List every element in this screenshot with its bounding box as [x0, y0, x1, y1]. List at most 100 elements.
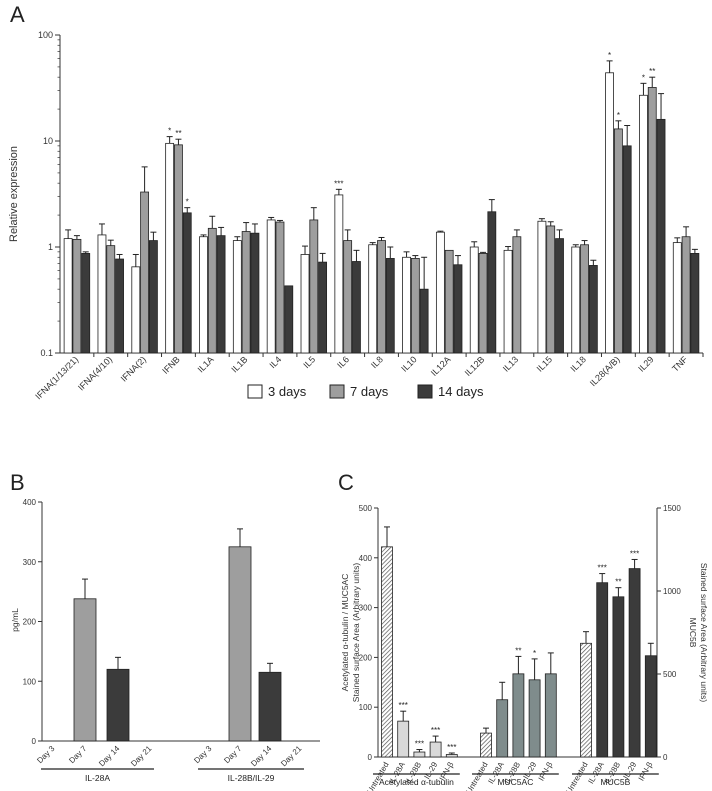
bar-3-days — [232, 240, 242, 354]
bar-3-days — [368, 244, 378, 354]
panel-label-a: A — [10, 2, 25, 27]
significance-marker: *** — [399, 701, 408, 710]
legend-swatch — [329, 384, 345, 399]
x-tick-label: Day 7 — [67, 744, 89, 766]
y-tick-label-right: 0 — [663, 753, 668, 762]
bar-3-days — [639, 94, 648, 354]
bar-acetylated — [381, 546, 393, 758]
x-tick-label: IFNA(4/10) — [76, 354, 114, 392]
bar-3-days — [131, 266, 141, 354]
bar-muc5b — [612, 596, 625, 758]
bar-14-days — [250, 232, 260, 354]
bar-7-days — [72, 238, 82, 354]
significance-marker: ** — [175, 129, 181, 138]
significance-marker: *** — [630, 549, 639, 558]
x-tick-label: Untreated — [564, 761, 589, 791]
x-tick-label: IL6 — [335, 354, 351, 370]
x-tick-label: Day 21 — [129, 744, 154, 769]
x-tick-label: IL18 — [568, 354, 587, 373]
bar-14-days — [182, 212, 192, 354]
x-tick-label: IL10 — [399, 354, 418, 373]
chart-panel-a: 0.1 1 10 100 Relative expression IFNA(1/13/21… — [8, 30, 704, 401]
bar-3-days — [605, 72, 614, 354]
x-tick-label: IFNA(2) — [119, 354, 148, 383]
x-tick-label: Day 14 — [249, 744, 274, 769]
bar-7-days — [512, 236, 522, 354]
y-tick-label-left: 500 — [359, 504, 373, 513]
bar-3-days — [300, 254, 310, 354]
bar-7-days — [546, 225, 556, 354]
x-tick-label: Day 3 — [35, 744, 57, 766]
x-tick-label: IFN-β — [637, 760, 655, 782]
bar-7-days — [140, 191, 150, 354]
bar-day-14 — [258, 671, 282, 742]
bar-7-days — [444, 249, 454, 354]
bar-day-7 — [228, 546, 252, 742]
y-axis-label-right-line2: Stained surface Area (Arbitrary units) — [699, 563, 709, 703]
bar-muc5b — [644, 655, 657, 758]
x-tick-label: Day 14 — [97, 744, 122, 769]
x-tick-label: Untreated — [464, 761, 489, 791]
x-tick-label: Day 3 — [192, 744, 214, 766]
bar-7-days — [241, 231, 251, 354]
significance-marker: * — [608, 51, 611, 60]
significance-marker: * — [168, 127, 171, 136]
significance-marker: * — [186, 198, 189, 207]
bar-7-days — [275, 221, 285, 354]
x-tick-label: IL5 — [301, 354, 317, 370]
bar-3-days — [266, 219, 276, 354]
bar-muc5b — [628, 568, 641, 758]
bar-7-days — [207, 227, 217, 354]
bar-acetylated — [397, 720, 410, 758]
significance-marker: *** — [334, 179, 343, 188]
x-tick-label: IL12A — [429, 354, 453, 378]
bar-3-days — [469, 246, 479, 354]
significance-marker: ** — [649, 67, 655, 76]
legend-label: 14 days — [438, 384, 484, 399]
bar-muc5ac — [528, 679, 541, 758]
bar-7-days — [174, 144, 183, 354]
legend-label: 3 days — [268, 384, 307, 399]
bar-7-days — [106, 245, 116, 354]
bar-14-days — [419, 288, 429, 354]
bar-7-days — [377, 240, 386, 354]
bar-3-days — [199, 236, 208, 354]
y-axis-label-left-line1: Acetylated α-tubulin / MUC5AC — [340, 574, 350, 692]
bar-muc5ac — [480, 732, 492, 758]
y-tick-label: 300 — [23, 558, 37, 567]
bar-day-7 — [73, 598, 97, 742]
x-tick-label: IL29 — [636, 354, 655, 373]
x-tick-label: IFNA(1/13/21) — [33, 354, 80, 401]
x-tick-label: TNF — [670, 354, 690, 374]
bar-3-days — [571, 246, 581, 354]
bar-7-days — [647, 87, 657, 354]
bar-3-days — [537, 220, 547, 354]
bar-14-days — [81, 253, 91, 354]
y-tick-label: 100 — [23, 677, 37, 686]
bar-14-days — [352, 261, 361, 354]
bar-3-days — [97, 234, 107, 354]
y-axis-label-left-line2: Stained surface Area (Arbitrary units) — [351, 563, 361, 703]
x-tick-label: IL12B — [463, 354, 487, 378]
group-label: Acetylated α-tubulin — [379, 777, 454, 787]
y-tick-label-right: 1500 — [663, 504, 681, 513]
bar-3-days — [435, 231, 445, 354]
bar-3-days — [63, 238, 73, 354]
bar-7-days — [681, 236, 691, 354]
x-tick-label: Day 7 — [222, 744, 244, 766]
legend-swatch — [417, 384, 433, 399]
y-tick-label: 1 — [48, 242, 53, 252]
bar-14-days — [588, 265, 598, 354]
significance-marker: * — [533, 649, 536, 658]
x-tick-label: IFNB — [160, 354, 182, 376]
legend-label: 7 days — [350, 384, 389, 399]
bar-14-days — [149, 240, 158, 354]
bar-14-days — [453, 264, 463, 354]
y-tick-label-left: 100 — [359, 703, 373, 712]
y-tick-label-left: 400 — [359, 554, 373, 563]
significance-marker: *** — [447, 743, 456, 752]
x-tick-label: IL1B — [229, 354, 249, 374]
y-tick-label: 0 — [32, 737, 37, 746]
significance-marker: *** — [431, 726, 440, 735]
